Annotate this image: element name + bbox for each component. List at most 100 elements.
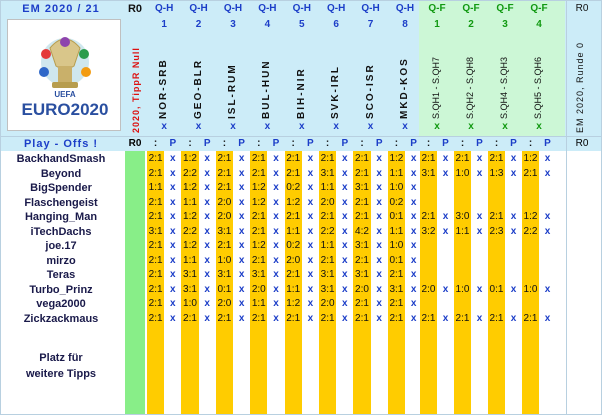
qh-5-match: BIH-NIR xyxy=(295,67,307,119)
qf-tip-mark: x xyxy=(442,167,449,179)
qf-tip-score: 2:1 xyxy=(523,312,538,324)
tip-score: 3:1 xyxy=(320,167,335,179)
qf-tip-score: 2:0 xyxy=(421,283,436,295)
logo-text: EURO2020 xyxy=(21,100,109,119)
tip-mark: x xyxy=(376,312,382,324)
qh-7-number: 7 xyxy=(367,19,374,30)
qh-2-number: 2 xyxy=(195,19,202,30)
qh-col-sep-7: : xyxy=(360,138,364,149)
qf-3-match: S.QH4 - S.QH3 xyxy=(499,56,509,119)
page-title: EM 2020 / 21 xyxy=(22,3,100,15)
qh-col-label-8: P xyxy=(410,138,417,149)
player-name[interactable]: vega2000 xyxy=(36,298,86,310)
player-name[interactable]: Beyond xyxy=(40,167,82,180)
qh-8-number: 8 xyxy=(402,19,408,30)
qf-1-round-label: Q-F xyxy=(428,3,446,14)
tip-score: 0:2 xyxy=(286,182,301,193)
tip-score: 1:1 xyxy=(148,182,163,193)
tip-mark: x xyxy=(342,283,348,295)
tip-score: 2:1 xyxy=(148,211,163,222)
qf-1-number: 1 xyxy=(434,19,440,30)
player-name[interactable]: Teras xyxy=(46,269,76,281)
qf-tip-score: 0:1 xyxy=(489,283,504,295)
tip-score: 1:2 xyxy=(389,153,404,164)
tip-score: 2:0 xyxy=(286,254,301,266)
qf-4-match: S.QH5 - S.QH6 xyxy=(533,56,543,119)
tip-score: 2:1 xyxy=(217,167,232,179)
qh-4-mark: x xyxy=(264,121,271,132)
tip-score: 2:1 xyxy=(355,211,369,222)
right-column-divider xyxy=(566,1,567,414)
player-name[interactable]: mirzo xyxy=(46,254,76,267)
tip-score: 2:0 xyxy=(217,196,232,208)
qh-col-label-6: P xyxy=(341,138,349,149)
tip-mark: x xyxy=(376,283,382,295)
qh-stripe-7 xyxy=(353,151,371,414)
tip-mark: x xyxy=(238,283,245,295)
tip-mark: x xyxy=(170,182,176,193)
qf-1-match: S.QH1 - S.QH7 xyxy=(431,56,441,119)
player-name[interactable]: Hanging_Man xyxy=(24,211,98,223)
qh-8-round-label: Q-H xyxy=(395,3,415,14)
qf-tip-mark: x xyxy=(510,153,517,164)
tip-mark: x xyxy=(204,225,210,237)
tip-mark: x xyxy=(170,167,176,179)
tip-mark: x xyxy=(204,254,210,266)
playoffs-right-round: R0 xyxy=(575,138,589,149)
tip-mark: x xyxy=(410,211,417,222)
player-name[interactable]: joe.17 xyxy=(45,240,77,252)
qf-tip-mark: x xyxy=(544,167,551,179)
tip-score: 0:1 xyxy=(389,254,404,266)
qf-tip-mark: x xyxy=(544,312,551,324)
qf-2-round-label: Q-F xyxy=(462,3,480,14)
qh-stripe-6 xyxy=(319,151,337,414)
qf-tip-mark: x xyxy=(510,167,517,179)
tip-score: 2:1 xyxy=(355,167,369,179)
tip-score: 3:1 xyxy=(389,283,404,295)
tip-score: 2:1 xyxy=(251,225,266,237)
player-name[interactable]: Turbo_Prinz xyxy=(29,283,93,296)
tip-mark: x xyxy=(204,167,210,179)
tip-mark: x xyxy=(204,153,210,164)
tip-mark: x xyxy=(307,312,314,324)
tip-score: 2:1 xyxy=(320,153,335,164)
tip-mark: x xyxy=(238,240,245,251)
tip-mark: x xyxy=(238,225,245,237)
tip-score: 3:1 xyxy=(183,283,197,295)
tip-mark: x xyxy=(273,211,279,222)
qh-5-number: 5 xyxy=(299,19,305,30)
tip-score: 2:1 xyxy=(148,298,163,309)
player-name[interactable]: Zickzackmaus xyxy=(23,312,99,325)
player-name[interactable]: Flaschengeist xyxy=(24,196,98,209)
tip-mark: x xyxy=(342,182,348,193)
tip-mark: x xyxy=(238,312,245,324)
tip-score: 2:1 xyxy=(320,211,335,222)
tip-score: 1:0 xyxy=(389,182,404,193)
tip-score: 2:1 xyxy=(355,254,369,266)
tip-score: 2:1 xyxy=(217,153,232,164)
qf-col-label-1: P xyxy=(442,138,449,149)
tip-mark: x xyxy=(273,167,279,179)
tip-mark: x xyxy=(410,240,417,251)
tip-score: 1:0 xyxy=(217,254,232,266)
tip-mark: x xyxy=(307,298,314,309)
tip-mark: x xyxy=(376,211,382,222)
qf-3-mark: x xyxy=(502,121,508,132)
player-name[interactable]: BigSpender xyxy=(30,182,92,194)
qh-6-match: SVK-IRL xyxy=(330,65,342,119)
tip-score: 1:2 xyxy=(183,153,197,164)
player-name[interactable]: BackhandSmash xyxy=(16,153,106,165)
player-name[interactable]: iTechDachs xyxy=(30,225,92,238)
qf-tip-mark: x xyxy=(476,312,483,324)
tip-mark: x xyxy=(238,182,245,193)
tip-score: 1:1 xyxy=(389,167,404,179)
tip-mark: x xyxy=(307,167,314,179)
tip-mark: x xyxy=(238,153,245,164)
tip-score: 2:1 xyxy=(389,269,404,280)
tip-score: 2:1 xyxy=(183,312,197,324)
tip-score: 3:1 xyxy=(355,182,369,193)
qh-3-mark: x xyxy=(230,121,236,132)
tip-score: 1:1 xyxy=(320,240,335,251)
qf-tip-score: 3:1 xyxy=(421,167,436,179)
qf-col-sep-3: : xyxy=(494,138,499,149)
